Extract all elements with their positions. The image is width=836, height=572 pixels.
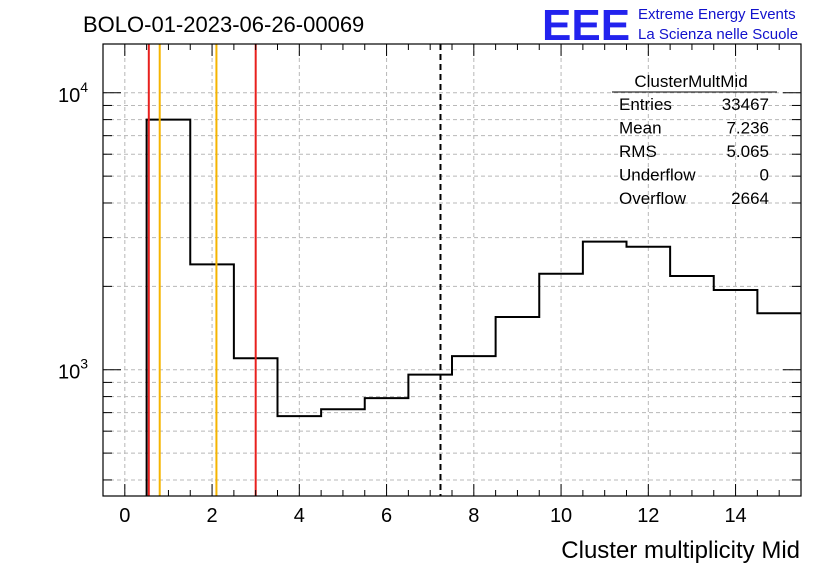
- x-tick-label: 8: [468, 505, 479, 527]
- histogram-bin: [365, 398, 409, 496]
- histogram-bin: [408, 375, 452, 496]
- stats-value: 5.065: [726, 142, 769, 161]
- stats-label: Underflow: [619, 166, 696, 185]
- x-tick-label: 6: [381, 505, 392, 527]
- logo-letters: EEE: [542, 1, 630, 50]
- histogram-bin: [539, 274, 583, 496]
- x-tick-label: 0: [119, 505, 130, 527]
- x-tick-label: 14: [724, 505, 746, 527]
- stats-label: Entries: [619, 95, 672, 114]
- stats-label: Overflow: [619, 189, 687, 208]
- histogram-outline: [145, 118, 801, 496]
- grid-lines: [103, 44, 801, 496]
- marker-lines: [147, 44, 442, 496]
- stats-name: ClusterMultMid: [634, 72, 747, 91]
- histogram-bin: [627, 247, 671, 496]
- stats-value: 33467: [722, 95, 769, 114]
- eee-logo: EEE Extreme Energy Events La Scienza nel…: [542, 1, 798, 50]
- histogram-bin: [147, 120, 191, 496]
- stats-label: Mean: [619, 119, 662, 138]
- x-axis-label: Cluster multiplicity Mid: [561, 537, 800, 564]
- y-tick-label: 104: [58, 79, 88, 107]
- stats-label: RMS: [619, 142, 657, 161]
- histogram-bin: [496, 317, 540, 496]
- histogram-bin: [714, 290, 758, 496]
- stats-value: 7.236: [726, 119, 769, 138]
- run-title: BOLO-01-2023-06-26-00069: [83, 12, 364, 37]
- y-axis-ticks: 103 104: [58, 79, 801, 481]
- x-tick-label: 12: [637, 505, 659, 527]
- stats-value: 2664: [731, 189, 769, 208]
- logo-line-1: Extreme Energy Events: [638, 6, 796, 23]
- histogram-bin: [670, 276, 714, 496]
- histogram-bin: [452, 356, 496, 496]
- histogram-bin: [583, 242, 627, 496]
- stats-value: 0: [760, 166, 769, 185]
- histogram-bin: [190, 264, 234, 496]
- histogram-bin: [321, 409, 365, 496]
- x-tick-label: 4: [294, 505, 305, 527]
- stats-box: ClusterMultMid Entries 33467 Mean 7.236 RMS 5…: [612, 72, 777, 208]
- x-axis-ticks: 0 2 4 6 8 10 12 14: [102, 44, 802, 527]
- x-tick-label: 2: [207, 505, 218, 527]
- histogram-bins: [145, 118, 801, 496]
- stats-rows: Entries 33467 Mean 7.236 RMS 5.065 Underflow 0 O…: [619, 95, 769, 208]
- histogram-bin: [757, 313, 801, 496]
- x-tick-label: 10: [550, 505, 572, 527]
- logo-line-2: La Scienza nelle Scuole: [638, 26, 798, 43]
- y-tick-label: 103: [58, 356, 88, 384]
